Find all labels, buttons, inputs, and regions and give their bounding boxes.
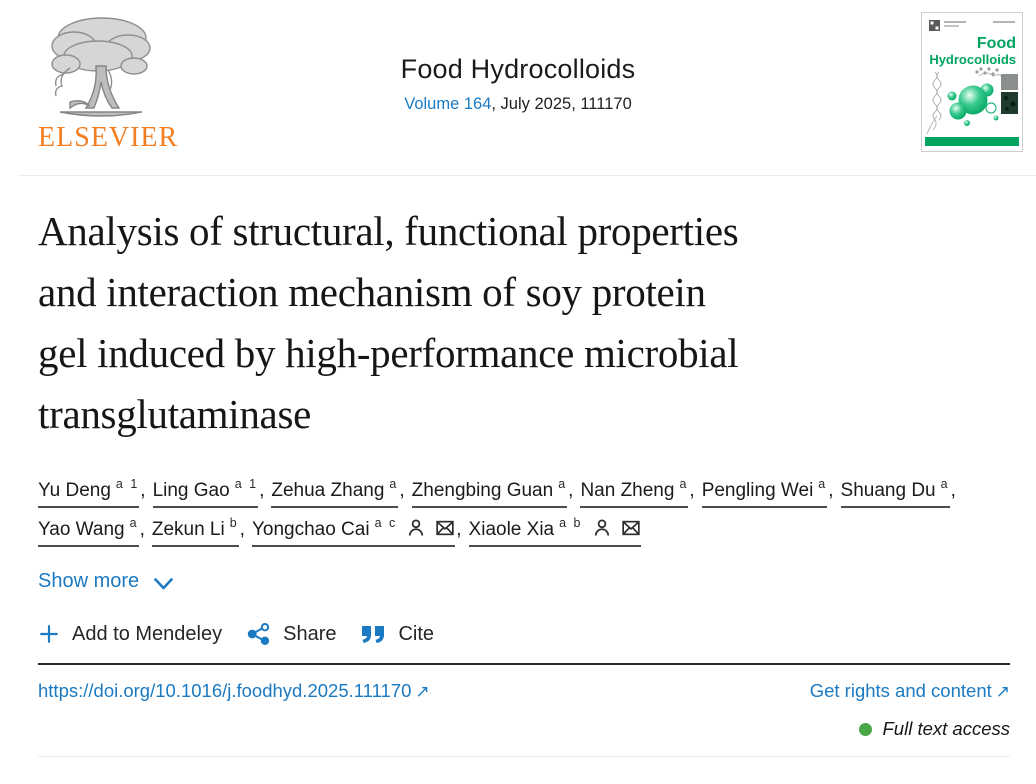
external-link-icon: ↗ [415, 682, 430, 701]
plus-icon [40, 625, 58, 643]
author-affiliation-superscript: a [679, 477, 689, 491]
cite-quote-icon [362, 626, 385, 643]
author-affiliation-superscript: a [558, 477, 568, 491]
author-separator: , [140, 480, 146, 501]
author-name: Nan Zheng [580, 480, 675, 501]
external-link-icon: ↗ [995, 682, 1010, 701]
author-affiliation-superscript: a 1 [115, 477, 140, 491]
person-icon [592, 518, 612, 538]
cite-button[interactable]: Cite [361, 623, 434, 646]
access-status-label: Full text access [882, 718, 1011, 739]
author-link[interactable]: Ling Gao a 1 [152, 477, 259, 508]
doi-link[interactable]: https://doi.org/10.1016/j.foodhyd.2025.1… [38, 680, 430, 701]
author-link[interactable]: Yongchao Cai a c [251, 516, 456, 547]
journal-issue-line: Volume 164, July 2025, 111170 [0, 95, 1036, 114]
author-name: Ling Gao [152, 480, 230, 501]
author-separator: , [139, 519, 145, 540]
elsevier-logo[interactable]: ELSEVIER [38, 12, 179, 154]
envelope-icon [435, 518, 455, 538]
author-link[interactable]: Zehua Zhang a [271, 477, 399, 508]
journal-cover-thumbnail[interactable]: Food Hydrocolloids [921, 12, 1023, 152]
article-header-section: Analysis of structural, functional prope… [0, 201, 1036, 757]
share-icon [247, 622, 270, 645]
add-to-mendeley-button[interactable]: Add to Mendeley [38, 623, 222, 646]
author-separator: , [456, 519, 462, 540]
article-title: Analysis of structural, functional prope… [38, 208, 739, 437]
author-name: Yu Deng [38, 480, 111, 501]
svg-text:Food: Food [977, 35, 1016, 52]
elsevier-wordmark: ELSEVIER [38, 122, 179, 153]
share-button[interactable]: Share [247, 622, 336, 646]
issue-rest: , July 2025, 111170 [491, 95, 632, 113]
journal-title-link[interactable]: Food Hydrocolloids [400, 54, 636, 84]
action-toolbar: Add to Mendeley Share Cite [38, 622, 1010, 646]
page-header: ELSEVIER Food Hydrocolloids Volume 164, … [0, 0, 1036, 175]
author-name: Zehua Zhang [271, 480, 385, 501]
author-link[interactable]: Yao Wang a [38, 516, 139, 547]
author-name: Yao Wang [38, 519, 125, 540]
author-link[interactable]: Shuang Du a [840, 477, 950, 508]
author-affiliation-superscript: a b [559, 516, 583, 530]
envelope-icon [621, 518, 641, 538]
author-affiliation-superscript: a [129, 516, 139, 530]
author-link[interactable]: Xiaole Xia a b [468, 516, 641, 547]
author-separator: , [399, 480, 405, 501]
doi-row: https://doi.org/10.1016/j.foodhyd.2025.1… [38, 680, 1010, 702]
elsevier-tree-icon [51, 17, 151, 117]
author-affiliation-superscript: a [940, 477, 950, 491]
header-divider [18, 175, 1036, 176]
author-separator: , [239, 519, 245, 540]
content-divider [38, 663, 1010, 665]
person-icon [406, 518, 426, 538]
author-link[interactable]: Zhengbing Guan a [411, 477, 568, 508]
cite-label: Cite [398, 622, 435, 645]
author-affiliation-superscript: a [818, 477, 828, 491]
author-name: Pengling Wei [701, 480, 814, 501]
author-separator: , [568, 480, 574, 501]
add-to-mendeley-label: Add to Mendeley [72, 622, 223, 645]
author-affiliation-superscript: a [389, 477, 399, 491]
author-name: Zhengbing Guan [411, 480, 554, 501]
journal-header: Food Hydrocolloids Volume 164, July 2025… [0, 54, 1036, 114]
author-name: Zekun Li [151, 519, 225, 540]
share-label: Share [283, 622, 337, 645]
author-separator: , [689, 480, 695, 501]
author-name: Shuang Du [840, 480, 936, 501]
bottom-divider [38, 756, 1010, 757]
author-separator: , [828, 480, 834, 501]
author-name: Yongchao Cai [251, 519, 370, 540]
show-more-button[interactable]: Show more [38, 570, 173, 593]
author-affiliation-superscript: b [229, 516, 239, 530]
volume-link[interactable]: Volume 164 [404, 95, 492, 113]
rights-and-content-link[interactable]: Get rights and content ↗ [809, 680, 1010, 701]
svg-text:Hydrocolloids: Hydrocolloids [929, 52, 1016, 67]
author-link[interactable]: Zekun Li b [151, 516, 239, 547]
access-row: Full text access [38, 718, 1010, 740]
author-separator: , [259, 480, 265, 501]
chevron-down-icon [154, 577, 173, 589]
author-name: Xiaole Xia [468, 519, 555, 540]
author-separator: , [950, 480, 956, 501]
show-more-label: Show more [38, 570, 140, 592]
author-link[interactable]: Pengling Wei a [701, 477, 828, 508]
author-link[interactable]: Yu Deng a 1 [38, 477, 140, 508]
author-list: Yu Deng a 1, Ling Gao a 1, Zehua Zhang a, Zhen… [38, 471, 1003, 549]
author-link[interactable]: Nan Zheng a [580, 477, 689, 508]
access-status-dot [858, 722, 872, 736]
author-affiliation-superscript: a 1 [234, 477, 259, 491]
author-affiliation-superscript: a c [374, 516, 398, 530]
